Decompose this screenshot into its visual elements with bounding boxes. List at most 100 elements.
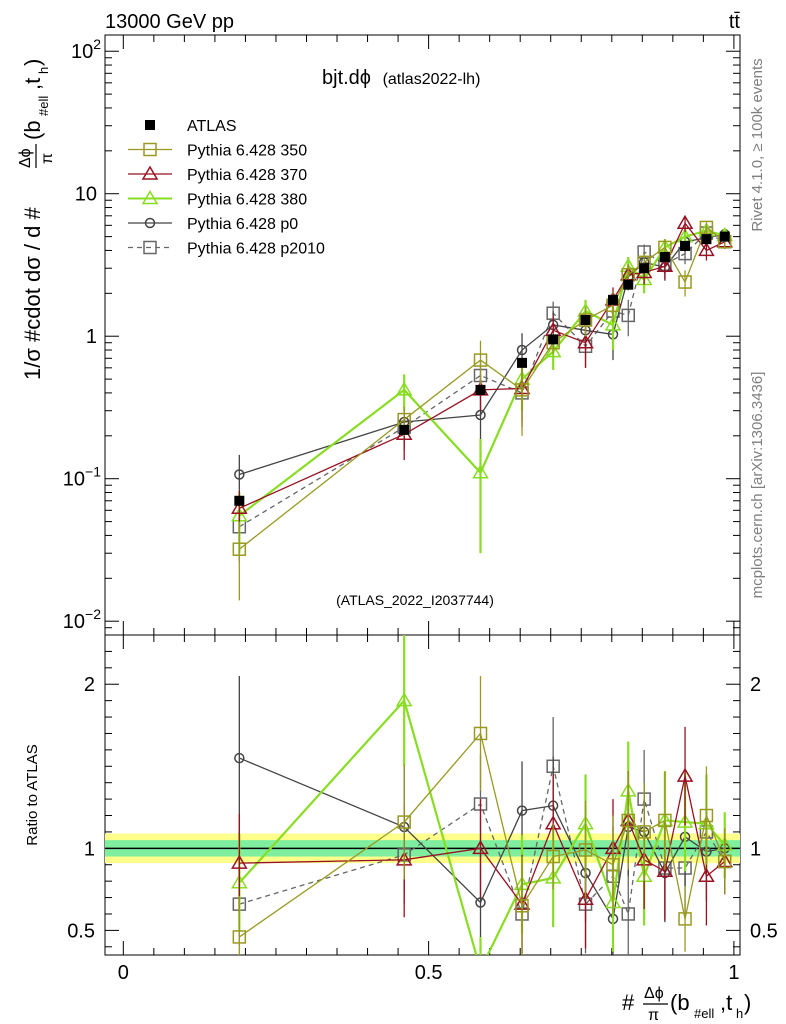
ratio-y-tick-label-right: 0.5 (750, 920, 778, 942)
main-series-p370 (231, 214, 734, 533)
main-point-p380 (544, 343, 562, 358)
legend-entry-p380: Pythia 6.428 380 (128, 190, 307, 209)
svg-text:π: π (648, 1007, 659, 1024)
main-point-p370 (676, 214, 694, 230)
ratio-point-p370 (698, 867, 715, 882)
main-line-p2010 (238, 232, 726, 528)
ratio-point-p370 (472, 839, 489, 855)
main-point-p350 (578, 313, 593, 327)
process-label: tt̄ (729, 11, 741, 33)
ratio-point-p2010 (621, 907, 636, 921)
ratio-point-p350 (473, 726, 488, 741)
legend-marker-p0 (144, 217, 156, 229)
main-point-atlas (680, 240, 691, 251)
ratio-point-p370 (231, 854, 248, 869)
main-point-atlas (701, 234, 712, 245)
watermark: (ATLAS_2022_I2037744) (336, 592, 494, 608)
ratio-point-p350 (515, 899, 529, 913)
main-point-p350 (232, 542, 247, 556)
main-point-p370 (577, 334, 594, 349)
svg-text:,t: ,t (20, 78, 45, 90)
main-point-atlas (234, 495, 245, 506)
legend-label-p370: Pythia 6.428 370 (187, 167, 307, 184)
ratio-y-tick-label-right: 1 (750, 838, 761, 860)
ratio-point-p370 (577, 890, 594, 905)
ratio-point-p350 (678, 912, 692, 926)
main-point-p370 (231, 499, 248, 515)
side-label-top: Rivet 4.1.0, ≥ 100k events (749, 58, 766, 231)
main-y-tick-label: 10−2 (63, 606, 101, 633)
main-point-p370 (698, 241, 715, 257)
main-point-p370 (656, 257, 674, 272)
svg-text:#ell: #ell (694, 1006, 714, 1021)
legend-marker-atlas (145, 120, 155, 130)
legend-marker-p380 (141, 190, 159, 205)
main-series-clip (231, 214, 734, 601)
main-y-tick-label: 102 (71, 36, 101, 63)
main-point-atlas (517, 357, 528, 368)
main-series (231, 214, 734, 601)
ratio-plot-frame (104, 634, 741, 956)
legend-entry-p350: Pythia 6.428 350 (128, 143, 307, 160)
x-tick-label: 0 (118, 962, 129, 984)
ratio-series-p380 (231, 635, 734, 955)
main-point-p0 (516, 344, 528, 356)
legend-label-p2010: Pythia 6.428 p2010 (187, 241, 325, 258)
ratio-band (105, 833, 740, 864)
legend-label-p380: Pythia 6.428 380 (187, 192, 307, 209)
ratio-y-tick-label: 1 (84, 838, 95, 860)
svg-text:Δϕ: Δϕ (644, 985, 664, 1002)
main-point-p380 (604, 316, 622, 331)
svg-text:Δϕ: Δϕ (17, 148, 34, 168)
ratio-point-p350 (606, 857, 620, 872)
ratio-series-p350 (232, 676, 732, 955)
ratio-point-p350 (621, 813, 636, 828)
ratio-point-p0 (475, 897, 486, 908)
ratio-point-p370 (656, 862, 674, 878)
main-point-atlas (659, 251, 670, 262)
svg-text:): ) (744, 990, 751, 1015)
legend-label-atlas: ATLAS (187, 118, 237, 135)
main-y-axis-title: 1/σ #cdot dσ / d # Δϕ π (b #ell ,t h ) (17, 59, 56, 380)
main-point-p350 (699, 220, 714, 235)
x-tick-label: 1 (728, 962, 739, 984)
legend-marker-p350 (143, 142, 157, 157)
legend-entry-p0: Pythia 6.428 p0 (128, 216, 298, 233)
legend-entry-atlas: ATLAS (145, 118, 237, 135)
side-label-bottom: mcplots.cern.ch [arXiv:1306.3436] (749, 372, 766, 599)
x-axis-title: # Δϕ π (b #ell ,t h ) (622, 985, 751, 1024)
svg-text:): ) (20, 59, 45, 66)
ratio-y-tick-label: 0.5 (67, 920, 95, 942)
main-point-atlas (399, 424, 410, 435)
plot-title-main: bjt.dϕ (322, 67, 371, 89)
ratio-point-p350 (546, 849, 560, 864)
svg-text:h: h (36, 67, 51, 74)
main-point-atlas (548, 334, 559, 345)
ratio-point-p380 (676, 813, 694, 828)
ratio-point-p370 (676, 767, 694, 782)
ratio-point-p350 (397, 815, 411, 829)
ratio-series-clip (231, 635, 734, 955)
ratio-series (231, 635, 734, 955)
svg-text:1/σ #cdot dσ / d #: 1/σ #cdot dσ / d # (20, 207, 45, 380)
main-point-atlas (475, 384, 486, 395)
ratio-series-p0 (234, 676, 730, 955)
x-tick-label: 0.5 (415, 962, 443, 984)
ratio-point-p380 (395, 692, 413, 707)
main-point-p350 (678, 275, 692, 289)
energy-label: 13000 GeV pp (105, 11, 234, 33)
ratio-point-p0 (234, 752, 245, 764)
legend: ATLAS Pythia 6.428 350 Pythia 6.428 370 Pyt… (128, 118, 325, 258)
ratio-axes: 0 0.5 1 0.5 0.5 1 1 2 2 (67, 635, 778, 984)
svg-text:h: h (736, 1006, 743, 1021)
main-point-atlas (608, 294, 618, 305)
ratio-y-tick-label: 2 (84, 674, 95, 696)
legend-label-p350: Pythia 6.428 350 (187, 143, 307, 160)
svg-text:#ell: #ell (36, 96, 51, 116)
main-point-atlas (639, 263, 650, 274)
legend-entry-p2010: Pythia 6.428 p2010 (128, 241, 325, 258)
main-point-p380 (395, 381, 413, 396)
svg-text:(b: (b (670, 990, 690, 1015)
main-y-tick-label: 10−1 (63, 464, 101, 491)
